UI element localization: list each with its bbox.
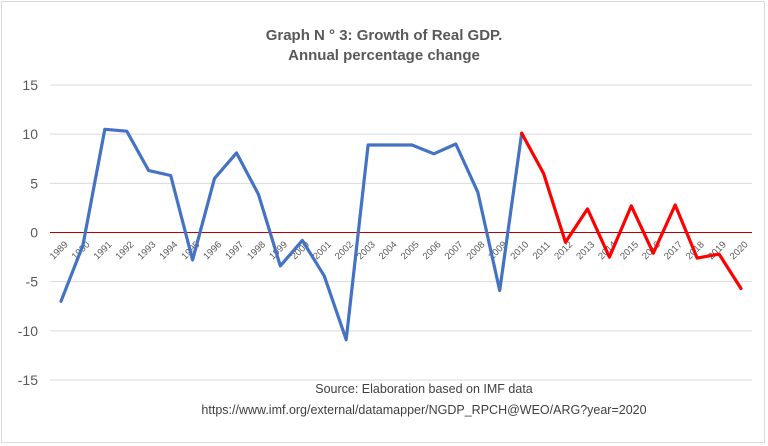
x-tick-label: 2013 [574, 239, 597, 262]
x-tick-label: 1992 [114, 239, 137, 262]
y-tick-label: -5 [26, 274, 39, 290]
series-line-2 [520, 131, 743, 291]
gridlines [50, 84, 752, 381]
x-tick-label: 1991 [92, 239, 115, 262]
x-axis-ticks: 1989 1990 1991 1992 1993 1994 1995 1996 1997 1998… [48, 239, 751, 262]
x-tick-label: 2005 [399, 239, 422, 262]
x-tick-label: 2015 [618, 239, 641, 262]
y-tick-label: 5 [30, 175, 38, 191]
x-tick-label: 1993 [136, 239, 159, 262]
x-tick-label: 2017 [662, 239, 685, 262]
y-tick-label: 15 [22, 77, 38, 93]
x-tick-label: 2008 [465, 239, 488, 262]
x-tick-label: 1994 [158, 239, 181, 262]
source-url: https://www.imf.org/external/datamapper/… [201, 403, 646, 417]
series-line-1 [59, 127, 524, 342]
x-tick-label: 2004 [377, 239, 400, 262]
series-lines [59, 127, 743, 342]
chart-subtitle: Annual percentage change [288, 47, 480, 64]
x-tick-label: 2020 [728, 239, 751, 262]
x-tick-label: 1998 [245, 239, 268, 262]
y-tick-label: 10 [22, 126, 38, 142]
x-tick-label: 1997 [223, 239, 246, 262]
x-tick-label: 1989 [48, 239, 71, 262]
y-tick-label: 0 [30, 225, 38, 241]
source-note: Source: Elaboration based on IMF data [315, 382, 533, 396]
x-tick-label: 2002 [333, 239, 356, 262]
x-tick-label: 2012 [552, 239, 575, 262]
x-tick-label: 2019 [706, 239, 729, 262]
x-tick-label: 2007 [443, 239, 466, 262]
chart-title: Graph N ° 3: Growth of Real GDP. [266, 27, 503, 44]
y-axis-ticks: 15 10 5 0 -5 -10 -15 [18, 77, 38, 388]
y-tick-label: -10 [18, 323, 38, 339]
x-tick-label: 2010 [509, 239, 532, 262]
x-tick-label: 2011 [531, 240, 553, 262]
y-tick-label: -15 [18, 372, 38, 388]
x-tick-label: 1996 [201, 239, 224, 262]
x-tick-label: 2006 [421, 239, 444, 262]
